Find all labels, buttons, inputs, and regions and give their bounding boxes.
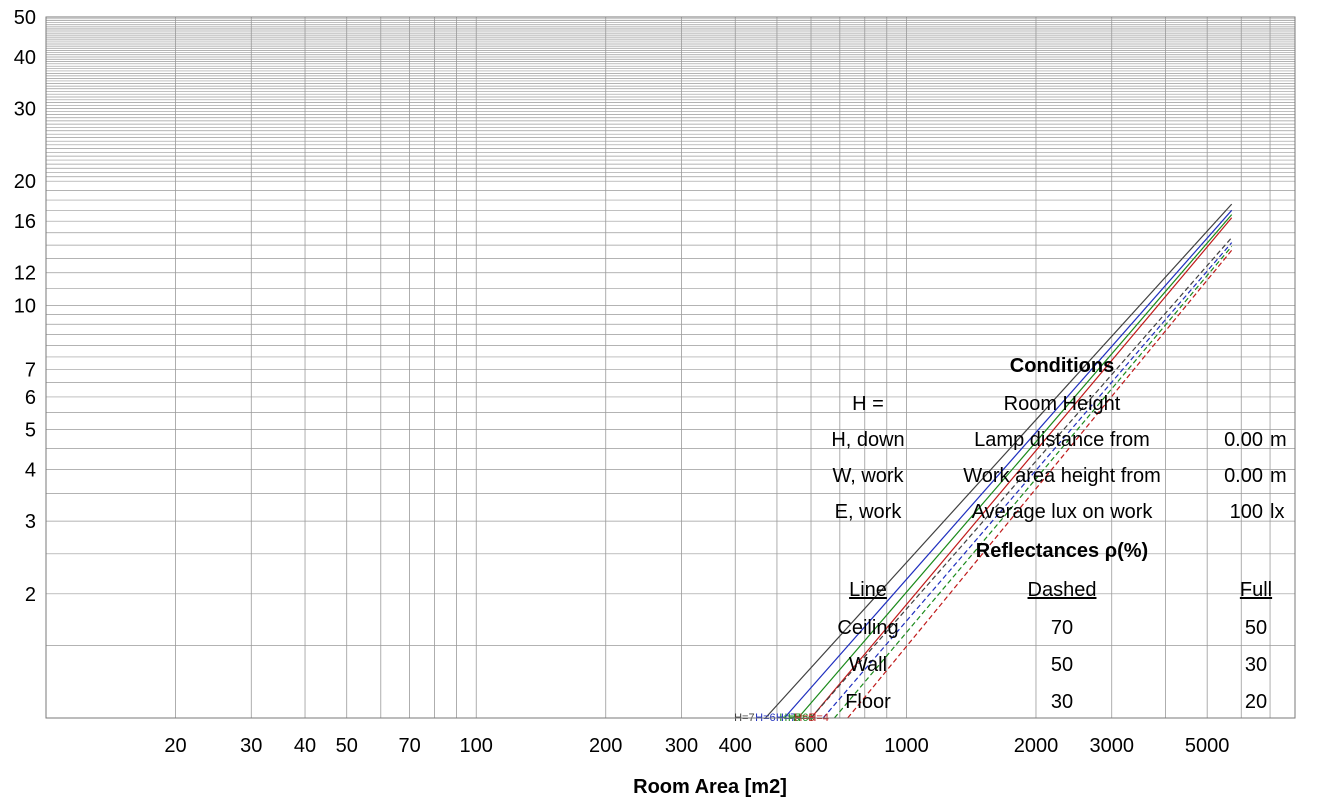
x-tick-label: 40 xyxy=(294,735,316,757)
y-tick-label: 50 xyxy=(14,7,36,29)
x-tick-label: 2000 xyxy=(1014,735,1059,757)
x-tick-label: 50 xyxy=(336,735,358,757)
condition-unit: m xyxy=(1270,465,1287,487)
reflectance-dashed: 30 xyxy=(1051,691,1073,713)
y-tick-label: 16 xyxy=(14,211,36,233)
condition-desc: Room Height xyxy=(1004,393,1121,415)
column-header-line: Line xyxy=(849,579,887,601)
y-axis-ticks: 2 3 4 5 6 7 10 12 16 20 30 40 50 xyxy=(14,7,36,606)
reflectance-full: 20 xyxy=(1245,691,1267,713)
condition-desc: Average lux on work xyxy=(972,501,1154,523)
conditions-panel: Conditions H = Room Height H, down Lamp … xyxy=(831,355,1286,523)
series-line-h6-dashed xyxy=(822,242,1233,719)
reflectance-surface: Ceiling xyxy=(837,617,898,639)
y-tick-label: 4 xyxy=(25,460,36,482)
x-tick-label: 300 xyxy=(665,735,698,757)
y-tick-label: 10 xyxy=(14,295,36,317)
condition-symbol: H = xyxy=(852,393,884,415)
y-tick-label: 2 xyxy=(25,584,36,606)
series-group xyxy=(764,203,1233,719)
x-tick-label: 1000 xyxy=(884,735,929,757)
reflectance-surface: Wall xyxy=(849,654,887,676)
series-line-h5-dashed xyxy=(833,246,1233,719)
y-tick-label: 3 xyxy=(25,511,36,533)
x-tick-label: 5000 xyxy=(1185,735,1230,757)
series-line-h7-dashed xyxy=(810,237,1233,719)
reflectances-panel: Reflectances ρ(%) Line Dashed Full Ceili… xyxy=(837,540,1272,713)
x-axis-title: Room Area [m2] xyxy=(633,776,787,798)
reflectance-full: 50 xyxy=(1245,617,1267,639)
condition-value: 0.00 xyxy=(1224,465,1263,487)
x-axis-ticks: 20 30 40 50 70 100 200 300 400 600 1000 2000 3000 500… xyxy=(164,735,1229,757)
x-tick-label: 3000 xyxy=(1089,735,1134,757)
x-tick-label: 70 xyxy=(398,735,420,757)
series-line-h4-solid xyxy=(810,217,1233,719)
x-tick-label: 400 xyxy=(719,735,752,757)
y-tick-label: 30 xyxy=(14,99,36,121)
x-tick-label: 100 xyxy=(460,735,493,757)
y-tick-label: 6 xyxy=(25,387,36,409)
reflectance-dashed: 50 xyxy=(1051,654,1073,676)
x-tick-label: 30 xyxy=(240,735,262,757)
conditions-heading: Conditions xyxy=(1010,355,1114,377)
series-line-h7-solid xyxy=(764,203,1233,719)
reflectance-surface: Floor xyxy=(845,691,891,713)
y-tick-label: 20 xyxy=(14,171,36,193)
reflectances-heading: Reflectances ρ(%) xyxy=(976,540,1148,562)
column-header-dashed: Dashed xyxy=(1028,579,1097,601)
y-tick-label: 5 xyxy=(25,420,36,442)
plot-frame xyxy=(45,16,1296,719)
y-tick-label: 40 xyxy=(14,47,36,69)
x-tick-label: 200 xyxy=(589,735,622,757)
condition-unit: m xyxy=(1270,429,1287,451)
condition-value: 0.00 xyxy=(1224,429,1263,451)
condition-symbol: W, work xyxy=(832,465,904,487)
y-tick-label: 12 xyxy=(14,263,36,285)
x-tick-label: 20 xyxy=(164,735,186,757)
reflectance-dashed: 70 xyxy=(1051,617,1073,639)
condition-value: 100 xyxy=(1230,501,1263,523)
series-line-h5-solid xyxy=(797,214,1233,719)
series-line-h6-solid xyxy=(783,209,1233,719)
condition-symbol: H, down xyxy=(831,429,904,451)
condition-unit: lx xyxy=(1270,501,1284,523)
x-tick-label: 600 xyxy=(794,735,827,757)
condition-desc: Work area height from xyxy=(963,465,1161,487)
reflectance-full: 30 xyxy=(1245,654,1267,676)
condition-symbol: E, work xyxy=(835,501,903,523)
condition-desc: Lamp distance from xyxy=(974,429,1150,451)
column-header-full: Full xyxy=(1240,579,1272,601)
y-tick-label: 7 xyxy=(25,359,36,381)
series-line-h4-dashed xyxy=(847,249,1233,719)
